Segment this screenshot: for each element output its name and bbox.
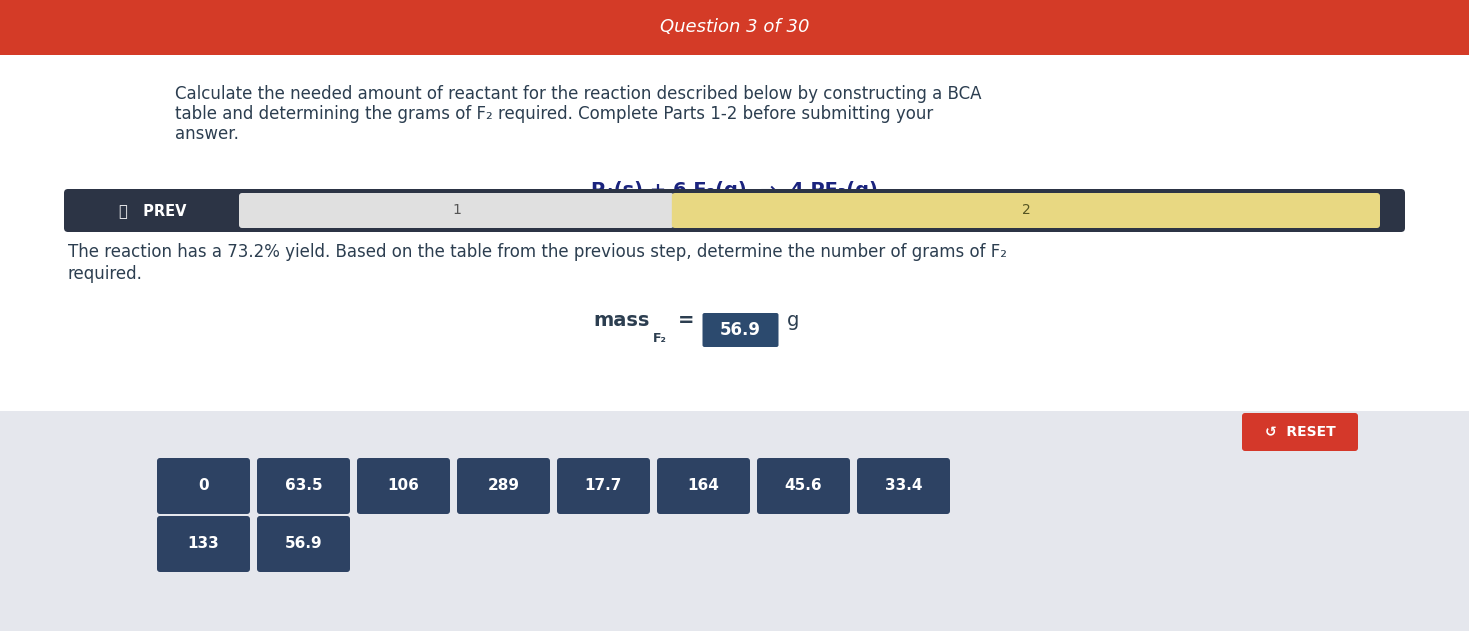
- Text: 33.4: 33.4: [884, 478, 923, 493]
- FancyBboxPatch shape: [856, 458, 950, 514]
- Text: P₄(s) + 6 F₂(g)  →  4 PF₃(g): P₄(s) + 6 F₂(g) → 4 PF₃(g): [591, 180, 878, 199]
- Text: 106: 106: [388, 478, 420, 493]
- Text: mass: mass: [593, 311, 649, 330]
- FancyBboxPatch shape: [157, 516, 250, 572]
- Text: 45.6: 45.6: [784, 478, 823, 493]
- FancyBboxPatch shape: [457, 458, 549, 514]
- Text: 289: 289: [488, 478, 520, 493]
- Text: 133: 133: [188, 536, 219, 551]
- Text: F₂: F₂: [652, 332, 667, 345]
- Text: 56.9: 56.9: [285, 536, 322, 551]
- Text: g: g: [786, 311, 799, 330]
- Text: =: =: [679, 311, 695, 330]
- FancyBboxPatch shape: [239, 193, 674, 228]
- Text: 〈   PREV: 〈 PREV: [119, 203, 187, 218]
- Text: 17.7: 17.7: [585, 478, 623, 493]
- Text: required.: required.: [68, 265, 142, 283]
- FancyBboxPatch shape: [657, 458, 751, 514]
- Text: 164: 164: [687, 478, 720, 493]
- Text: 1: 1: [452, 204, 461, 218]
- Text: table and determining the grams of F₂ required. Complete Parts 1-2 before submit: table and determining the grams of F₂ re…: [175, 105, 933, 123]
- FancyBboxPatch shape: [157, 458, 250, 514]
- FancyBboxPatch shape: [702, 313, 779, 347]
- Text: 63.5: 63.5: [285, 478, 322, 493]
- FancyBboxPatch shape: [671, 193, 1379, 228]
- FancyBboxPatch shape: [557, 458, 649, 514]
- Text: 0: 0: [198, 478, 209, 493]
- FancyBboxPatch shape: [1241, 413, 1357, 451]
- Bar: [0, 0, 1469, 55]
- Bar: [0, 411, 1469, 631]
- Text: Question 3 of 30: Question 3 of 30: [660, 18, 809, 37]
- FancyBboxPatch shape: [357, 458, 450, 514]
- Text: 2: 2: [1021, 204, 1030, 218]
- Text: ↺  RESET: ↺ RESET: [1265, 425, 1335, 439]
- Text: Calculate the needed amount of reactant for the reaction described below by cons: Calculate the needed amount of reactant …: [175, 85, 981, 103]
- Text: The reaction has a 73.2% yield. Based on the table from the previous step, deter: The reaction has a 73.2% yield. Based on…: [68, 243, 1008, 261]
- Text: 56.9: 56.9: [720, 321, 761, 339]
- Text: answer.: answer.: [175, 125, 239, 143]
- FancyBboxPatch shape: [65, 189, 1404, 232]
- FancyBboxPatch shape: [257, 458, 350, 514]
- FancyBboxPatch shape: [757, 458, 851, 514]
- FancyBboxPatch shape: [257, 516, 350, 572]
